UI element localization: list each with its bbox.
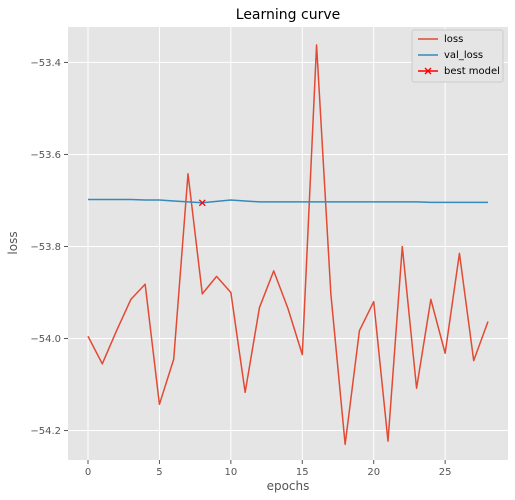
legend-box xyxy=(411,29,504,83)
legend-swatch-best-model-marker xyxy=(424,67,432,75)
y-tick-label: −53.6 xyxy=(30,150,61,161)
y-axis-ticks: −54.2 −54.0 −53.8 −53.6 −53.4 xyxy=(30,58,68,437)
x-axis-label: epochs xyxy=(267,479,310,493)
x-tick-label: 15 xyxy=(296,467,309,478)
y-axis-label: loss xyxy=(6,231,20,254)
x-axis-ticks: 0 5 10 15 20 25 xyxy=(85,460,452,478)
y-tick-label: −54.0 xyxy=(30,334,61,345)
y-tick-label: −53.4 xyxy=(30,58,61,69)
x-tick-label: 5 xyxy=(156,467,162,478)
x-tick-label: 20 xyxy=(367,467,380,478)
x-tick-label: 0 xyxy=(85,467,91,478)
plot-area xyxy=(68,27,508,460)
x-tick-label: 10 xyxy=(224,467,237,478)
y-tick-label: −53.8 xyxy=(30,242,61,253)
y-tick-label: −54.2 xyxy=(30,426,61,437)
legend-label-val-loss: val_loss xyxy=(444,50,483,61)
best-model-marker xyxy=(198,199,206,207)
series-layer xyxy=(87,44,489,446)
chart-title: Learning curve xyxy=(236,7,340,23)
x-tick-label: 25 xyxy=(439,467,452,478)
legend-label-loss: loss xyxy=(444,34,463,45)
legend-label-best-model: best model xyxy=(444,66,500,77)
legend: loss val_loss best model xyxy=(411,29,504,83)
